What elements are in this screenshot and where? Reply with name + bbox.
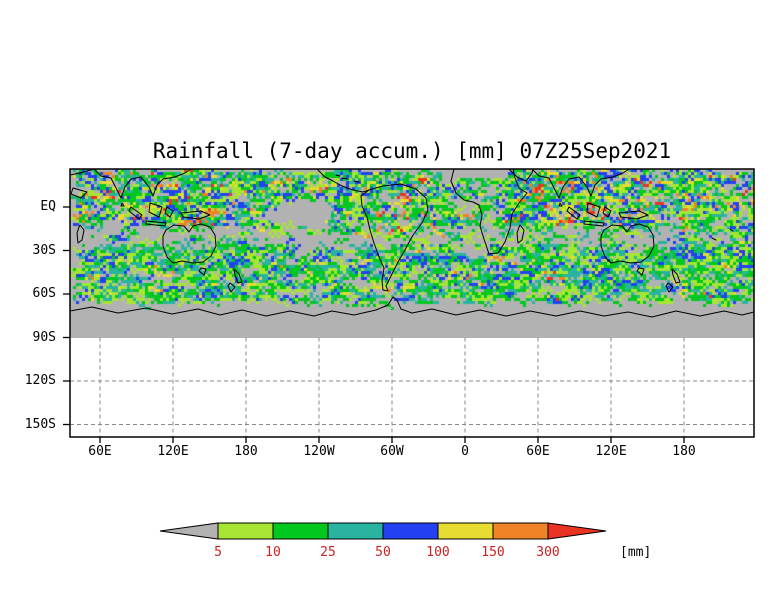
colorbar-segment [327,522,384,540]
x-tick-label: 120E [595,444,627,459]
y-tick-label: 120S [24,373,56,388]
coastline-madagascar-2 [516,224,525,244]
y-tick-label: 150S [24,416,56,432]
coastline-sumatra-2 [566,206,581,220]
chart-title: Rainfall (7-day accum.) [mm] 07Z25Sep202… [152,139,672,163]
coastline-new-zealand-2 [665,268,681,293]
x-tick-label: 60W [380,444,404,459]
coastline-arabia [508,168,534,182]
coastline-australia-1 [162,223,217,264]
colorbar-segment [437,522,494,540]
colorbar-tick-label: 25 [320,545,336,560]
coastline-new-guinea-1 [180,210,211,220]
y-axis-labels: EQ 30S 60S 90S 120S 150S [0,169,62,437]
coastlines [69,168,755,318]
x-tick-label: 180 [234,444,258,459]
coastline-sumatra-1 [128,206,143,220]
map-plot [63,168,755,443]
colorbar-segment [382,522,439,540]
map-overlay [63,168,755,443]
x-tick-label: 60E [526,444,550,459]
coastline-new-guinea-2 [618,210,649,220]
coastline-central-america [317,169,370,193]
coastline-asia-india [69,168,192,199]
x-tick-label: 180 [672,444,696,459]
coastline-tasmania-1 [198,267,207,276]
colorbar-tick-label: 150 [481,545,504,560]
colorbar-above-arrow [547,522,607,540]
coastline-sri-lanka-2 [558,202,563,207]
coastline-asia-2 [531,168,630,199]
coastline-sri-lanka [120,202,125,207]
coastline-java-1 [145,220,167,227]
axis-tick-marks [63,206,685,443]
coastline-horn-africa-1 [70,187,88,199]
gridlines [70,337,754,437]
colorbar-segment [217,522,274,540]
x-tick-label: 120E [157,444,189,459]
coastline-borneo-2 [586,202,601,218]
y-tick-label: 30S [32,242,56,258]
x-tick-label: 0 [461,444,469,459]
colorbar-tick-label: 300 [536,545,559,560]
coastline-new-zealand-1 [227,268,243,293]
y-tick-label: EQ [40,199,56,214]
plot-frame [69,168,755,438]
colorbar-tick-label: 100 [426,545,449,560]
coastline-africa [450,168,528,255]
x-axis-labels: 60E 120E 180 120W 60W 0 60E 120E 180 [70,444,754,460]
coastline-java-2 [583,220,605,227]
coastline-sulawesi-1 [164,206,174,218]
colorbar-segment [272,522,329,540]
x-tick-label: 60E [88,444,112,459]
coastline-sulawesi-2 [602,206,612,218]
coastline-south-america [360,183,429,292]
coastline-pacific-islands [711,228,734,241]
coastline-australia-2 [600,223,655,264]
x-tick-label: 120W [303,444,335,459]
colorbar-legend: 5 10 25 50 100 150 300 [mm] [159,522,651,560]
y-tick-label: 90S [32,329,56,345]
colorbar-units-label: [mm] [620,545,651,560]
colorbar-tick-label: 5 [214,545,222,560]
colorbar-tick-label: 50 [375,545,391,560]
coastline-madagascar-1 [76,224,85,244]
coastline-antarctica [69,296,755,318]
coastline-borneo-1 [148,202,163,218]
colorbar-below-arrow [159,522,219,540]
rainfall-raster [70,169,754,338]
y-tick-label: 60S [32,286,56,301]
colorbar-segment [492,522,549,540]
colorbar-tick-label: 10 [265,545,281,560]
coastline-tasmania-2 [636,267,645,276]
